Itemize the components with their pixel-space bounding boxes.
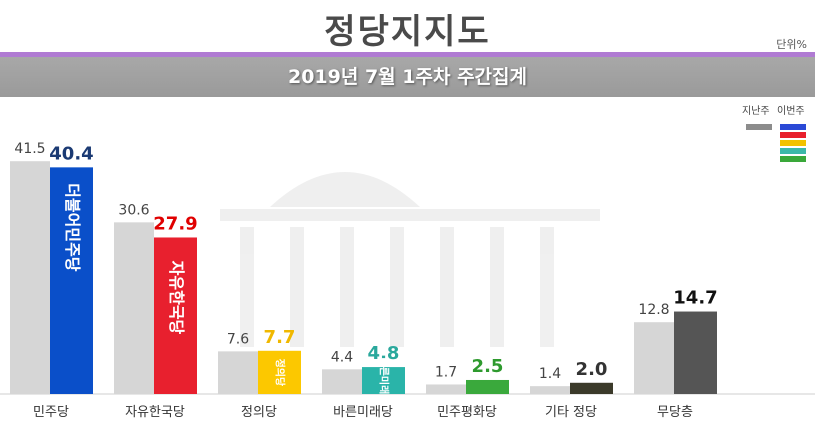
- category-label-4: 민주평화당: [437, 405, 497, 420]
- category-label-6: 무당층: [657, 405, 693, 420]
- party-logo-text-2: 정의당: [274, 359, 287, 387]
- value-label-last-week-5: 1.4: [539, 366, 561, 382]
- value-label-last-week-3: 4.4: [331, 349, 353, 365]
- party-logo-text-1: 자유한국당: [167, 261, 186, 335]
- value-label-last-week-4: 1.7: [435, 364, 457, 380]
- legend: 지난주 이번주: [742, 102, 812, 172]
- bar-last-week-5: [530, 386, 570, 394]
- party-logo-text-0: 더불어민주당: [63, 183, 82, 272]
- unit-label: 단위%: [776, 38, 807, 51]
- value-label-last-week-1: 30.6: [118, 202, 149, 218]
- category-label-5: 기타 정당: [545, 405, 597, 420]
- value-label-last-week-6: 12.8: [638, 302, 669, 318]
- value-label-this-week-6: 14.7: [673, 288, 717, 309]
- value-label-this-week-0: 40.4: [49, 143, 93, 164]
- category-label-2: 정의당: [241, 405, 277, 420]
- bar-this-week-5: [570, 382, 613, 394]
- legend-last-week-swatch: [746, 124, 772, 130]
- bar-last-week-2: [218, 351, 258, 394]
- bar-last-week-6: [634, 322, 674, 394]
- value-label-this-week-2: 7.7: [264, 327, 296, 348]
- legend-this-week-swatch-2: [780, 132, 806, 138]
- bar-this-week-2: [258, 350, 301, 394]
- party-logo-text-3: 바른미래당: [378, 358, 391, 405]
- category-label-0: 민주당: [33, 405, 69, 420]
- bar-last-week-3: [322, 369, 362, 394]
- legend-last-week-label: 지난주: [742, 106, 770, 117]
- subtitle-text: 2019년 7월 1주차 주간집계: [287, 66, 527, 88]
- legend-this-week-swatch-5: [780, 156, 806, 162]
- bar-last-week-1: [114, 222, 154, 394]
- page-title: 정당지지도: [324, 12, 491, 52]
- subtitle-banner: 2019년 7월 1주차 주간집계: [0, 57, 815, 97]
- value-label-this-week-1: 27.9: [153, 213, 197, 234]
- category-label-1: 자유한국당: [125, 405, 185, 420]
- bar-this-week-3: [362, 367, 405, 394]
- value-label-this-week-4: 2.5: [472, 356, 504, 377]
- value-label-last-week-0: 41.5: [14, 141, 45, 157]
- bar-this-week-0: [50, 167, 93, 394]
- bar-last-week-0: [10, 161, 50, 394]
- legend-this-week-swatch-3: [780, 140, 806, 146]
- legend-this-week-swatch-1: [780, 124, 806, 130]
- bar-this-week-6: [674, 311, 717, 394]
- background-building-graphic: [220, 172, 600, 347]
- value-label-this-week-3: 4.8: [368, 343, 400, 364]
- bar-last-week-4: [426, 384, 466, 394]
- value-label-last-week-2: 7.6: [227, 331, 249, 347]
- category-label-3: 바른미래당: [333, 405, 393, 420]
- bar-this-week-1: [154, 237, 197, 394]
- value-label-this-week-5: 2.0: [576, 359, 608, 380]
- legend-this-week-label: 이번주: [777, 106, 805, 117]
- title-divider: [0, 52, 815, 57]
- legend-this-week-swatch-4: [780, 148, 806, 154]
- bar-this-week-4: [466, 379, 509, 394]
